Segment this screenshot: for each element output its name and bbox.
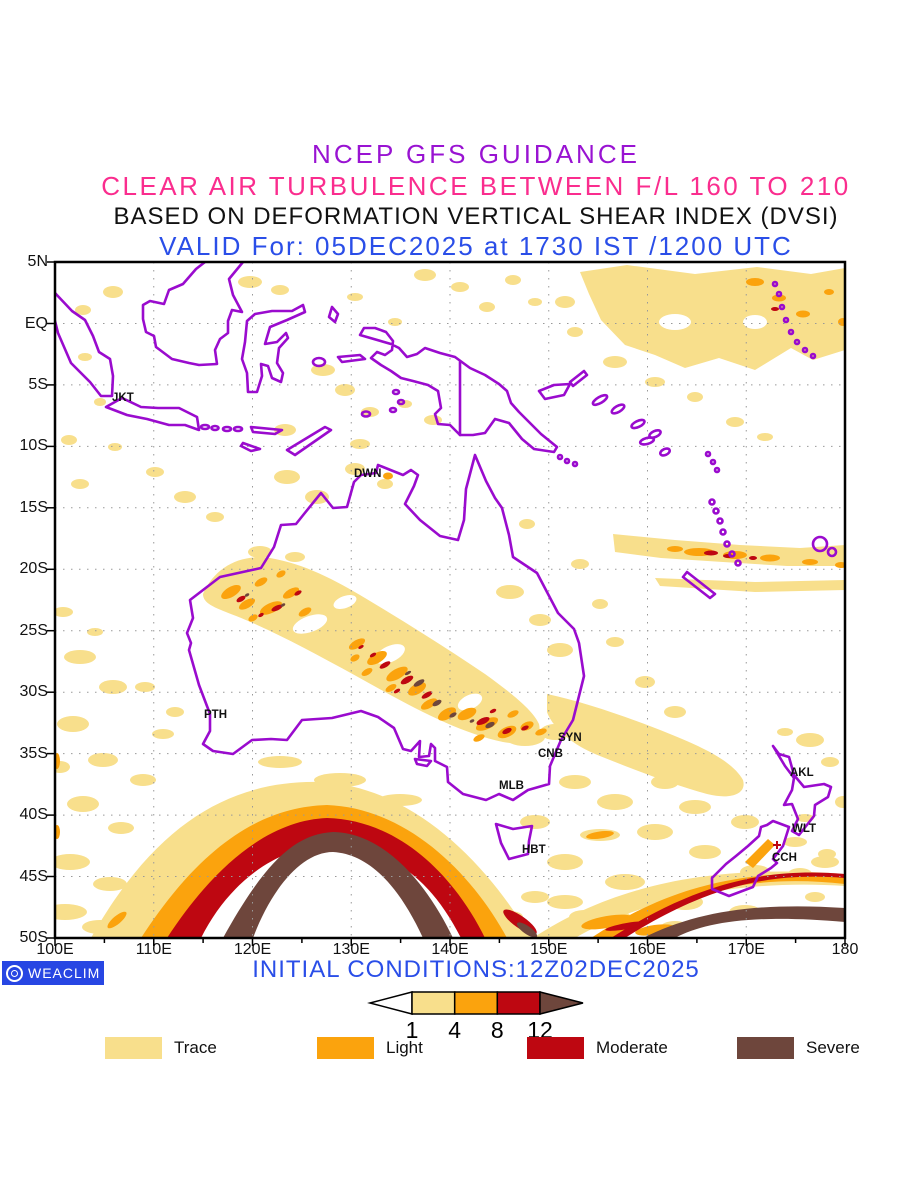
scale-box-moderate	[496, 991, 541, 1015]
page-title: NCEP GFS GUIDANCE	[312, 139, 640, 169]
city-label-mlb: MLB	[499, 780, 524, 792]
city-label-wlt: WLT	[792, 823, 816, 835]
gridlines	[55, 262, 845, 938]
coastlines	[55, 262, 838, 898]
y-tick-10s: 10S	[19, 437, 48, 455]
page-subtitle: CLEAR AIR TURBULENCE BETWEEN F/L 160 TO …	[101, 171, 851, 201]
light-label: Light	[386, 1038, 423, 1057]
legend-item-light: Light	[317, 1037, 423, 1059]
y-tick-5s: 5S	[28, 376, 48, 393]
scale-right-arrow	[539, 991, 584, 1015]
city-labels: JKT DWN PTH SYN CNB MLB HBT AKL WLT CCH	[112, 392, 816, 864]
city-label-cnb: CNB	[538, 748, 563, 760]
x-tick-120e: 120E	[233, 941, 272, 958]
trace-label: Trace	[174, 1038, 217, 1057]
severe-label: Severe	[806, 1038, 860, 1057]
x-tick-150e: 150E	[530, 941, 568, 958]
moderate-label: Moderate	[596, 1038, 668, 1057]
turbulence-map: JKT DWN PTH SYN CNB MLB HBT AKL WLT CCH	[47, 260, 847, 946]
y-tick-25s: 25S	[19, 621, 48, 639]
trace-turbulence-areas	[55, 265, 845, 938]
x-tick-110e: 110E	[135, 941, 172, 958]
trace-swatch	[105, 1037, 162, 1059]
scale-left-arrow	[367, 991, 413, 1015]
x-tick-100e: 100E	[36, 941, 74, 958]
city-label-jkt: JKT	[112, 392, 134, 404]
scale-tick-8: 8	[491, 1017, 504, 1043]
legend-item-moderate: Moderate	[527, 1037, 668, 1059]
x-tick-130e: 130E	[332, 941, 370, 958]
y-tick-5n: 5N	[27, 253, 48, 270]
scale-tick-4: 4	[448, 1017, 461, 1043]
severe-swatch	[737, 1037, 794, 1059]
x-tick-160e: 160E	[628, 941, 667, 958]
city-label-dwn: DWN	[354, 468, 381, 480]
y-tick-eq: EQ	[24, 314, 48, 332]
y-tick-20s: 20S	[19, 560, 48, 578]
light-turbulence-areas	[55, 278, 845, 938]
severe-turbulence-areas	[223, 593, 845, 938]
city-label-cch: CCH	[772, 852, 797, 864]
basis-line: BASED ON DEFORMATION VERTICAL SHEAR INDE…	[113, 203, 839, 230]
scale-box-light	[453, 991, 499, 1015]
y-tick-50s: 50S	[19, 929, 48, 947]
x-tick-170e: 170E	[727, 941, 765, 958]
logo-text: WEACLIM	[28, 965, 101, 981]
y-tick-15s: 15S	[19, 498, 48, 516]
intensity-scale-bar: 1 4 8 12	[367, 991, 584, 1043]
y-tick-45s: 45S	[19, 867, 48, 885]
y-tick-30s: 30S	[19, 683, 48, 701]
moderate-swatch	[527, 1037, 584, 1059]
initial-conditions-line: INITIAL CONDITIONS:12Z02DEC2025	[252, 956, 700, 983]
y-tick-40s: 40S	[19, 806, 48, 824]
x-tick-180: 180	[831, 941, 859, 958]
scale-box-trace	[411, 991, 456, 1015]
logo-circle-icon	[6, 964, 23, 982]
city-label-hbt: HBT	[522, 844, 546, 856]
scale-tick-1: 1	[406, 1017, 419, 1043]
light-swatch	[317, 1037, 374, 1059]
axis-ticks	[47, 261, 846, 946]
weaclim-logo: WEACLIM	[2, 961, 104, 985]
city-label-pth: PTH	[204, 709, 227, 721]
valid-time-line: VALID For: 05DEC2025 at 1730 IST /1200 U…	[159, 231, 793, 261]
y-tick-35s: 35S	[19, 744, 48, 762]
x-tick-140e: 140E	[431, 941, 469, 958]
city-label-syn: SYN	[558, 732, 582, 744]
city-label-akl: AKL	[790, 767, 814, 779]
legend-item-severe: Severe	[737, 1037, 860, 1059]
legend-item-trace: Trace	[105, 1037, 217, 1059]
